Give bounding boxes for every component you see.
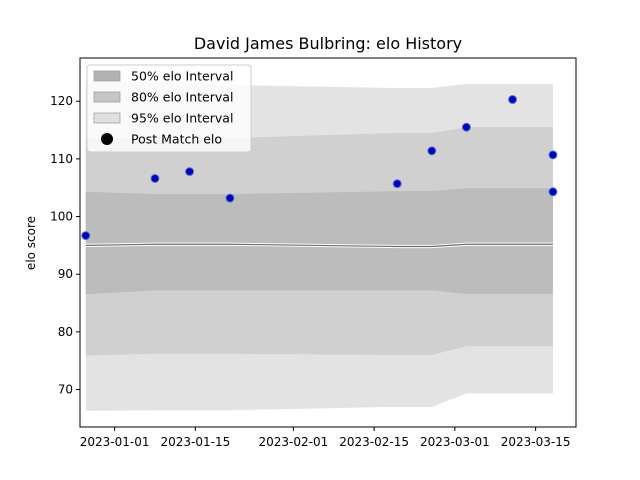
x-tick-label: 2023-02-15	[339, 435, 409, 449]
legend-marker-post-match	[101, 133, 113, 145]
data-point	[548, 150, 558, 160]
legend-swatch	[93, 112, 121, 124]
data-point	[81, 231, 91, 241]
axes-frame	[79, 57, 577, 428]
data-point	[392, 179, 402, 189]
data-point	[508, 95, 518, 105]
legend-label: 80% elo Interval	[131, 90, 233, 105]
legend-swatch	[93, 70, 121, 82]
data-point	[150, 174, 160, 184]
chart-title: David James Bulbring: elo History	[194, 34, 462, 53]
legend-box	[86, 64, 252, 153]
y-tick-label: 110	[50, 152, 73, 166]
mean-line	[85, 243, 553, 248]
y-tick-label: 80	[58, 325, 73, 339]
band-50-interval	[85, 188, 553, 295]
data-point	[548, 187, 558, 197]
x-tick-label: 2023-03-01	[420, 435, 490, 449]
data-point	[185, 167, 195, 177]
x-tick-label: 2023-01-01	[80, 435, 150, 449]
legend-label: 50% elo Interval	[131, 69, 233, 84]
legend: 50% elo Interval 80% elo Interval 95% elo …	[86, 64, 252, 153]
y-axis-label: elo score	[24, 216, 38, 270]
legend-label: Post Match elo	[131, 132, 222, 147]
y-tick-label: 100	[50, 210, 73, 224]
legend-label: 95% elo Interval	[131, 111, 233, 126]
y-tick-label: 70	[58, 383, 73, 397]
x-tick-label: 2023-03-15	[501, 435, 571, 449]
y-tick-label: 120	[50, 94, 73, 108]
data-point	[461, 122, 471, 132]
x-tick-label: 2023-01-15	[160, 435, 230, 449]
plot-area: 70 80 90 100 110 120 2023-01-01 2023-01-15 2023-…	[50, 57, 577, 449]
data-point	[225, 193, 235, 203]
legend-swatch	[93, 91, 121, 103]
x-tick-label: 2023-02-01	[259, 435, 329, 449]
data-point	[427, 146, 437, 156]
y-tick-label: 90	[58, 267, 73, 281]
